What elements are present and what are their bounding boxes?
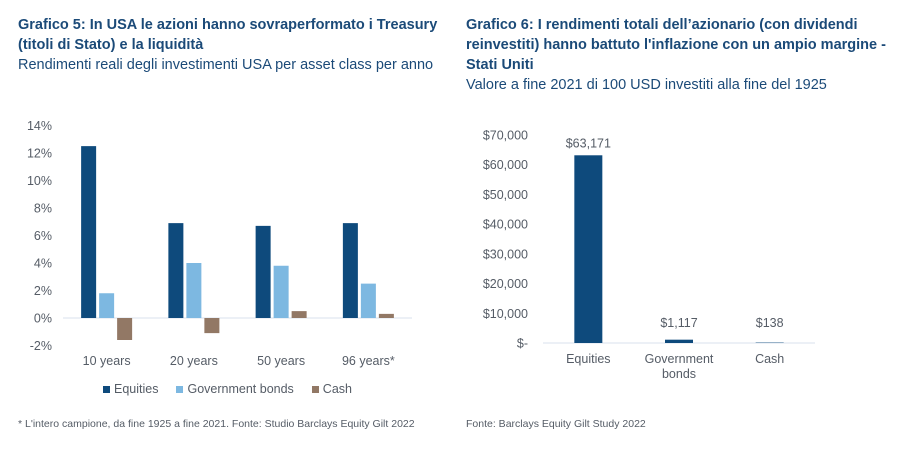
right-chart-source: Fonte: Barclays Equity Gilt Study 2022	[466, 418, 646, 430]
bar-government-bonds	[99, 293, 115, 318]
bar-equities	[81, 146, 97, 318]
legend-item-government-bonds: Government bonds	[176, 382, 294, 396]
data-label: $1,117	[660, 316, 697, 330]
x-tick-label: 96 years*	[342, 354, 395, 368]
y-tick-label: $40,000	[483, 218, 528, 232]
y-tick-label: 0%	[34, 312, 52, 326]
y-tick-label: $10,000	[483, 307, 528, 321]
x-tick-label: bonds	[662, 367, 696, 381]
y-tick-label: 6%	[34, 229, 52, 243]
legend-swatch-equities	[103, 385, 110, 393]
bar-government-bonds	[186, 263, 202, 318]
x-tick-label: Cash	[755, 352, 784, 366]
legend-swatch-government-bonds	[176, 385, 184, 393]
left-chart-subtitle: Rendimenti reali degli investimenti USA …	[18, 57, 434, 73]
bar-government-bonds	[360, 283, 376, 318]
y-tick-label: 8%	[34, 202, 52, 216]
bar-cash	[204, 318, 220, 334]
legend-label-equities: Equities	[114, 382, 159, 396]
bar-cash	[291, 311, 307, 318]
y-tick-label: 4%	[34, 257, 52, 271]
y-tick-label: 14%	[27, 119, 52, 133]
left-chart-panel: Grafico 5: In USA le azioni hanno sovrap…	[18, 0, 450, 450]
bar-cash	[117, 318, 133, 340]
x-tick-label: 20 years	[170, 354, 218, 368]
right-chart-title-line2: reinvestiti) hanno battuto l'inflazione …	[466, 37, 886, 53]
left-chart-title-line1: Grafico 5: In USA le azioni hanno sovrap…	[18, 17, 438, 33]
left-chart-title-line2: (titoli di Stato) e la liquidità	[18, 37, 204, 53]
x-tick-label: Equities	[566, 352, 610, 366]
y-tick-label: $50,000	[483, 188, 528, 202]
x-tick-label: 50 years	[257, 354, 305, 368]
bar-cash	[378, 313, 394, 318]
bar-value	[665, 339, 693, 343]
y-tick-label: 2%	[34, 284, 52, 298]
right-chart-title-line1: Grafico 6: I rendimenti totali dell’azio…	[466, 17, 858, 33]
left-bar-chart: 14% 12% 10% 8% 6% 4% 2% 0% -2% 10 years 20 years 50…	[27, 119, 412, 368]
left-chart-legend: Equities Government bonds Cash	[103, 382, 352, 396]
bar-value	[574, 155, 603, 343]
data-label: $63,171	[566, 136, 611, 150]
y-tick-label: -2%	[30, 339, 52, 353]
bar-government-bonds	[273, 265, 289, 318]
legend-label-government-bonds: Government bonds	[187, 382, 294, 396]
bar-equities	[255, 225, 271, 318]
x-tick-label: 10 years	[83, 354, 131, 368]
right-chart-subtitle: Valore a fine 2021 di 100 USD investiti …	[466, 77, 827, 93]
right-bar-chart: $70,000 $60,000 $50,000 $40,000 $30,000 $20,0…	[483, 129, 815, 381]
legend-swatch-cash	[311, 385, 319, 393]
y-tick-label: $20,000	[483, 277, 528, 291]
x-tick-label: Government	[645, 352, 714, 366]
left-chart-source: * L'intero campione, da fine 1925 a fine…	[18, 418, 415, 430]
bar-equities	[168, 223, 184, 318]
right-chart-panel: Grafico 6: I rendimenti totali dell’azio…	[466, 0, 900, 450]
y-tick-label: 12%	[27, 147, 52, 161]
legend-label-cash: Cash	[322, 382, 352, 396]
y-tick-label: $70,000	[483, 129, 528, 143]
legend-item-equities: Equities	[103, 382, 158, 396]
data-label: $138	[756, 316, 784, 330]
y-tick-label: $60,000	[483, 158, 528, 172]
right-chart-title-line3: Stati Uniti	[466, 57, 534, 73]
y-tick-label: $30,000	[483, 247, 528, 261]
bar-equities	[342, 223, 358, 318]
legend-item-cash: Cash	[311, 382, 352, 396]
y-tick-label: 10%	[27, 174, 52, 188]
y-tick-label: $-	[517, 337, 528, 351]
